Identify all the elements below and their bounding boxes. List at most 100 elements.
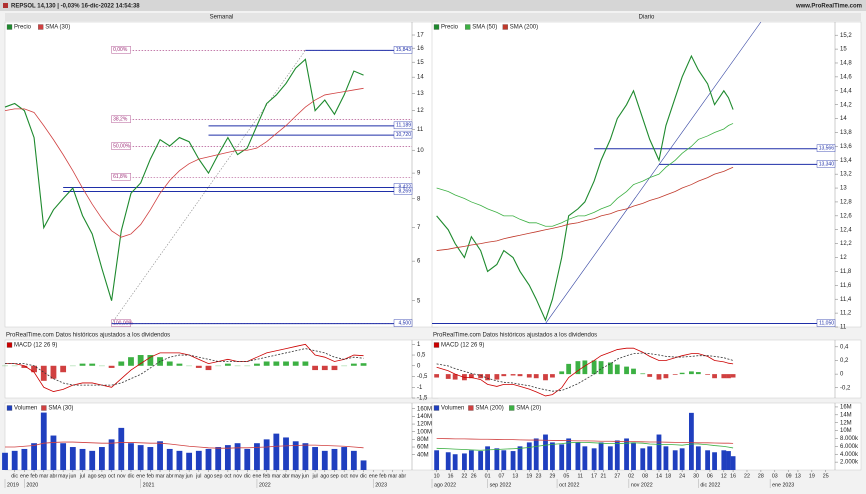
bar [468, 374, 474, 379]
fib-label-box [111, 142, 131, 150]
legend-swatch [6, 405, 13, 411]
y-tick-label: 14,6 [840, 74, 852, 80]
bar [50, 365, 57, 379]
y-tick-label: 8.000k [840, 436, 859, 442]
bar [614, 364, 620, 375]
x-tick-label: 21 [600, 473, 606, 479]
y-tick-label: -0,5 [417, 374, 428, 380]
x-tick-label: may [58, 473, 68, 479]
x-tick-label: 13 [512, 473, 518, 479]
legend-label: Precio [14, 25, 32, 31]
x-major-label: 2020 [26, 482, 38, 488]
x-tick-label: jun [68, 473, 76, 479]
bar [283, 361, 289, 366]
bar [108, 439, 115, 470]
bar [494, 374, 500, 380]
bar [478, 451, 484, 470]
bar [598, 361, 604, 375]
legend-label: SMA (20) [516, 406, 541, 412]
y-tick-label: 0,4 [840, 344, 849, 350]
bar [526, 442, 532, 470]
y-tick-label: 120M [417, 422, 432, 428]
bar [640, 448, 646, 470]
bar [726, 374, 731, 379]
bar [598, 442, 604, 470]
level-label: 15,843 [396, 47, 412, 53]
legend-swatch [38, 24, 44, 30]
bar [292, 441, 299, 470]
bar [663, 446, 669, 470]
y-tick-label: 9 [417, 171, 421, 177]
series-line [436, 54, 734, 322]
y-tick-label: -1 [417, 385, 423, 391]
bar [244, 448, 251, 470]
y-tick-label: 13,8 [840, 130, 852, 136]
y-tick-label: 17 [417, 33, 424, 39]
bar [672, 450, 678, 470]
bar [543, 434, 548, 470]
x-tick-label: 29 [549, 473, 555, 479]
y-tick-label: 0 [417, 363, 421, 369]
bar [137, 355, 144, 366]
x-tick-label: nov [350, 473, 359, 479]
bar [647, 446, 653, 470]
level-label-box [816, 319, 836, 327]
x-tick-label: jun [185, 473, 193, 479]
x-tick-label: 24 [679, 473, 685, 479]
x-tick-label: 07 [499, 473, 505, 479]
y-tick-label: 160M [417, 406, 432, 412]
bar [575, 442, 581, 470]
level-label: 11,189 [396, 123, 411, 129]
bar [607, 446, 613, 470]
bar [517, 374, 523, 377]
x-tick-label: nov [233, 473, 242, 479]
series-line [4, 87, 364, 238]
x-tick-label: 18 [665, 473, 671, 479]
x-tick-label: 19 [526, 473, 532, 479]
series-line [436, 438, 734, 444]
bar [263, 361, 270, 366]
bar [445, 374, 451, 379]
x-tick-label: feb [30, 473, 37, 479]
panel-subtitle: ProRealTime.com Datos históricos ajustad… [433, 333, 597, 339]
y-tick-label: 11,6 [840, 283, 852, 289]
bar [730, 456, 736, 470]
bar [195, 365, 202, 368]
bar [254, 363, 260, 366]
x-major-label: 2023 [375, 482, 387, 488]
bar [350, 363, 357, 366]
x-tick-label: oct [341, 473, 349, 479]
y-tick-label: 1 [417, 342, 421, 348]
x-tick-label: 23 [536, 473, 542, 479]
x-tick-label: ene [253, 473, 262, 479]
y-tick-label: 15,2 [840, 33, 852, 39]
level-label: 4,500 [398, 320, 411, 326]
x-tick-label: may [291, 473, 301, 479]
y-tick-label: 6.000k [840, 444, 859, 450]
level-label-box [393, 121, 413, 130]
level-label: 10,720 [396, 132, 412, 138]
bar [89, 450, 96, 470]
bar [360, 363, 367, 366]
panel-title: Semanal [210, 15, 234, 21]
bar [672, 374, 678, 375]
x-tick-label: oct [108, 473, 116, 479]
panel [4, 21, 439, 328]
bar [647, 374, 653, 377]
panel [4, 339, 439, 399]
y-tick-label: 13,6 [840, 144, 852, 150]
x-tick-label: sep [98, 473, 107, 479]
bar [485, 446, 490, 470]
y-tick-label: 0,2 [840, 358, 849, 364]
bar [582, 446, 588, 470]
x-tick-label: 16 [730, 473, 736, 479]
y-tick-label: 10 [417, 148, 424, 154]
x-tick-label: 16 [448, 473, 454, 479]
x-tick-label: mar [155, 473, 164, 479]
bar [631, 442, 636, 470]
bar [501, 374, 507, 377]
legend-swatch [509, 405, 515, 411]
x-major-label: ago 2022 [434, 482, 456, 488]
bar [607, 362, 613, 375]
bar [79, 448, 86, 470]
